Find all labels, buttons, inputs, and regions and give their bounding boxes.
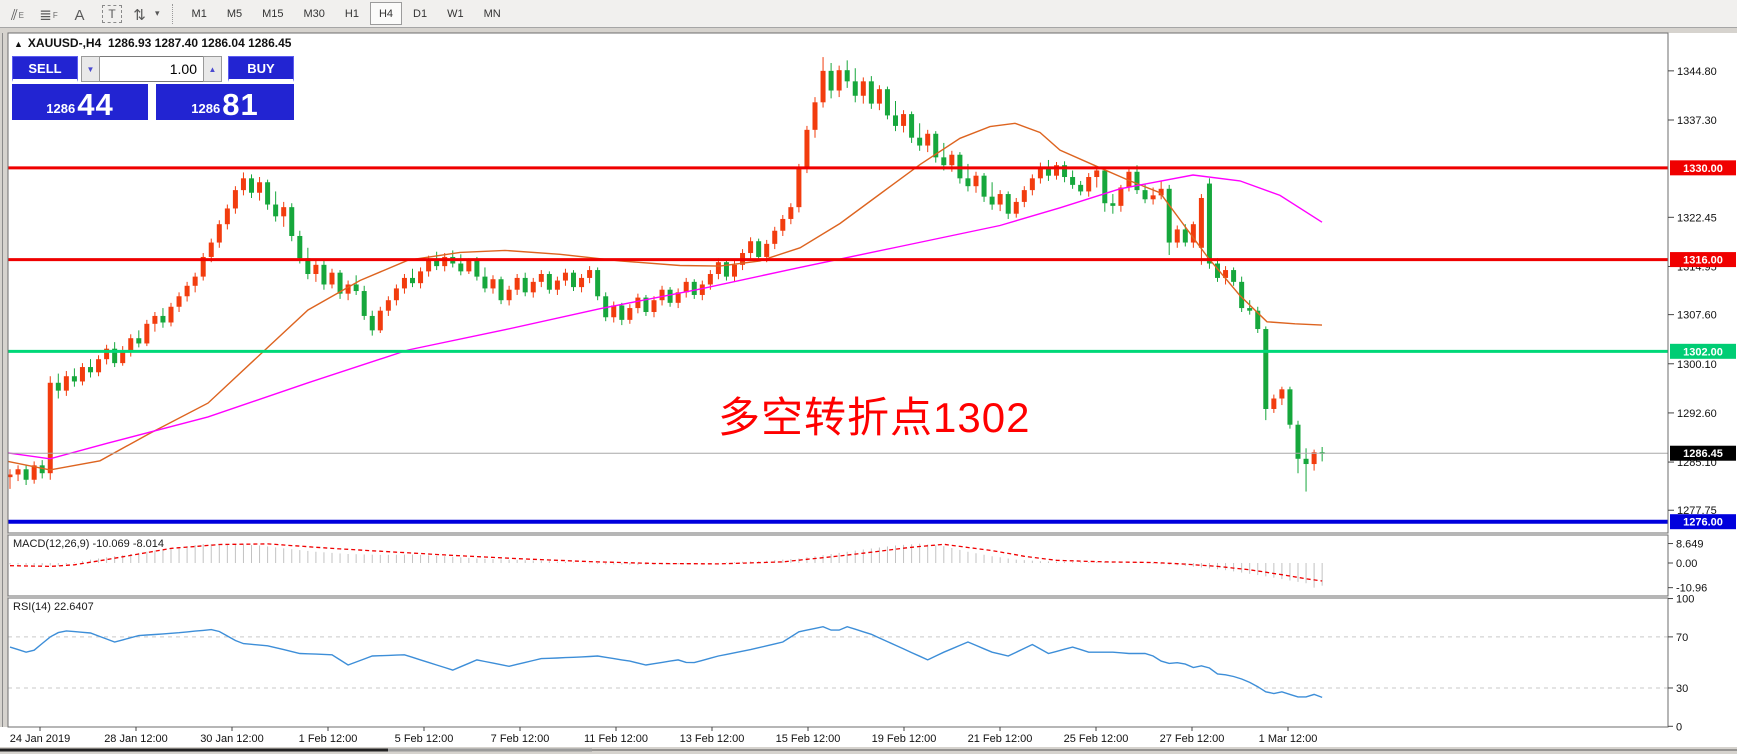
- price-badge-1302.00: [1670, 343, 1736, 359]
- one-click-trade-panel: SELL ▼ ▲ BUY 1286 44 1286 81: [12, 56, 294, 120]
- sell-price-prefix: 1286: [46, 101, 76, 116]
- sell-price-main: 44: [77, 86, 114, 122]
- buy-button[interactable]: BUY: [228, 56, 294, 82]
- svg-text:1 Mar 12:00: 1 Mar 12:00: [1259, 733, 1318, 745]
- timeframe-button-m1[interactable]: M1: [191, 7, 207, 20]
- timeframe-button-m15[interactable]: M15: [262, 7, 284, 20]
- svg-text:1286.45: 1286.45: [1683, 448, 1723, 460]
- buy-price-quote[interactable]: 1286 81: [156, 84, 294, 120]
- equidistant-channel-icon[interactable]: ⫽ E: [10, 6, 25, 24]
- svg-text:1302.00: 1302.00: [1683, 346, 1723, 358]
- ma-slow-magenta: [7, 174, 1323, 460]
- timeframe-button-m30[interactable]: M30: [303, 7, 325, 20]
- rsi-line: [9, 625, 1323, 699]
- price-badge-1286.45: [1670, 445, 1736, 461]
- toolbar-separator: [171, 3, 174, 24]
- ma-fast-orange: [7, 122, 1323, 471]
- time-axis[interactable]: 24 Jan 2019 28 Jan 12:00 30 Jan 12:00 1 Feb…: [10, 727, 1318, 745]
- dropdown-caret-icon[interactable]: ▾: [155, 8, 160, 18]
- svg-text:27 Feb 12:00: 27 Feb 12:00: [1160, 733, 1225, 745]
- svg-text:1322.45: 1322.45: [1677, 212, 1717, 224]
- svg-text:0.00: 0.00: [1676, 558, 1697, 570]
- svg-text:5 Feb 12:00: 5 Feb 12:00: [395, 733, 454, 745]
- svg-text:11 Feb 12:00: 11 Feb 12:00: [584, 733, 648, 745]
- svg-text:19 Feb 12:00: 19 Feb 12:00: [872, 733, 937, 745]
- buy-price-prefix: 1286: [191, 101, 221, 116]
- timeframe-button-w1[interactable]: W1: [447, 7, 464, 20]
- cycle-arrows-icon[interactable]: ⇅: [133, 6, 146, 24]
- macd-histogram: [9, 543, 1323, 588]
- svg-text:8.649: 8.649: [1676, 539, 1704, 551]
- svg-text:1344.80: 1344.80: [1677, 66, 1717, 78]
- macd-signal-line: [9, 543, 1323, 582]
- svg-text:28 Jan 12:00: 28 Jan 12:00: [104, 733, 168, 745]
- svg-text:100: 100: [1676, 594, 1694, 606]
- svg-text:1 Feb 12:00: 1 Feb 12:00: [299, 733, 358, 745]
- price-axis[interactable]: 1344.801337.301322.451314.951307.601300.…: [1668, 66, 1736, 530]
- buy-price-main: 81: [222, 86, 259, 122]
- macd-indicator-label: MACD(12,26,9) -10.069 -8.014: [13, 538, 165, 550]
- chart-header: ▲ XAUUSD-,H4 1286.93 1287.40 1286.04 1286…: [14, 36, 291, 50]
- volume-increase-button[interactable]: ▲: [203, 56, 222, 82]
- svg-text:-10.96: -10.96: [1676, 583, 1707, 595]
- timeframe-button-h1[interactable]: H1: [344, 7, 359, 20]
- timeframe-button-m5[interactable]: M5: [226, 7, 243, 20]
- svg-text:70: 70: [1676, 632, 1688, 644]
- svg-text:24 Jan 2019: 24 Jan 2019: [10, 733, 71, 745]
- text-tool-icon[interactable]: A: [74, 6, 85, 24]
- timeframe-button-d1[interactable]: D1: [413, 7, 428, 20]
- svg-text:25 Feb 12:00: 25 Feb 12:00: [1064, 733, 1129, 745]
- ohlc-values: 1286.93 1287.40 1286.04 1286.45: [107, 36, 292, 50]
- svg-text:1292.60: 1292.60: [1677, 408, 1717, 420]
- svg-text:1330.00: 1330.00: [1683, 163, 1723, 175]
- rsi-indicator-label: RSI(14) 22.6407: [13, 601, 94, 613]
- price-badge-1276.00: [1670, 514, 1736, 530]
- fibonacci-retracement-icon[interactable]: ≣ F: [39, 6, 58, 24]
- svg-text:0: 0: [1676, 721, 1682, 733]
- svg-text:30: 30: [1676, 683, 1688, 695]
- svg-text:30 Jan 12:00: 30 Jan 12:00: [200, 733, 264, 745]
- timeframe-button-mn[interactable]: MN: [483, 7, 501, 20]
- svg-text:1276.00: 1276.00: [1683, 517, 1723, 529]
- svg-text:21 Feb 12:00: 21 Feb 12:00: [968, 733, 1033, 745]
- price-badge-1330.00: [1670, 160, 1736, 176]
- chart-annotation-text: 多空转折点1302: [718, 394, 1031, 441]
- svg-text:1307.60: 1307.60: [1677, 310, 1717, 322]
- candlestick-series: [7, 57, 1325, 492]
- svg-text:1300.10: 1300.10: [1677, 359, 1717, 371]
- svg-text:7 Feb 12:00: 7 Feb 12:00: [491, 733, 550, 745]
- volume-decrease-button[interactable]: ▼: [81, 56, 100, 82]
- sell-button[interactable]: SELL: [12, 56, 78, 82]
- volume-stepper: ▼ ▲: [81, 56, 222, 82]
- svg-text:1316.00: 1316.00: [1683, 255, 1723, 267]
- svg-text:15 Feb 12:00: 15 Feb 12:00: [776, 733, 841, 745]
- symbol-arrow-icon: ▲: [14, 39, 23, 49]
- toolbar: ⫽ E ≣ F A T ⇅ ▾ M1 M5 M15 M30 H1 H4 D1 W1 …: [0, 0, 1737, 28]
- sell-price-quote[interactable]: 1286 44: [12, 84, 148, 120]
- timeframe-button-h4[interactable]: H4: [369, 2, 403, 25]
- symbol-label: XAUUSD-,H4: [27, 36, 102, 50]
- price-badge-1316.00: [1670, 252, 1736, 268]
- volume-input[interactable]: [100, 56, 203, 82]
- text-label-icon[interactable]: T: [102, 4, 122, 23]
- svg-text:1337.30: 1337.30: [1677, 115, 1717, 127]
- svg-text:13 Feb 12:00: 13 Feb 12:00: [680, 733, 745, 745]
